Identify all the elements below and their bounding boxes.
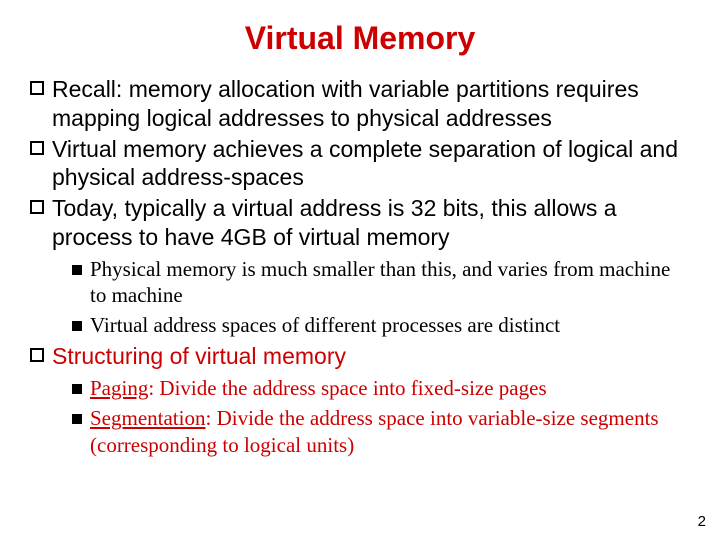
bullet-rest: : Divide the address space into fixed-si… [148, 376, 546, 400]
list-item: Structuring of virtual memory [30, 342, 690, 371]
hollow-square-icon [30, 141, 44, 160]
page-title: Virtual Memory [30, 20, 690, 57]
list-item: Today, typically a virtual address is 32… [30, 194, 690, 252]
solid-square-icon [72, 381, 82, 399]
main-bullet-list: Recall: memory allocation with variable … [30, 75, 690, 458]
underlined-term: Paging [90, 376, 148, 400]
page-number: 2 [698, 513, 706, 530]
bullet-text: Today, typically a virtual address is 32… [52, 194, 690, 252]
solid-square-icon [72, 262, 82, 280]
solid-square-icon [72, 318, 82, 336]
list-item: Segmentation: Divide the address space i… [72, 405, 690, 458]
list-item: Virtual memory achieves a complete separ… [30, 135, 690, 193]
sub-bullet-list: Physical memory is much smaller than thi… [30, 256, 690, 339]
hollow-square-icon [30, 200, 44, 219]
sub-bullet-list: Paging: Divide the address space into fi… [30, 375, 690, 458]
bullet-text: Virtual memory achieves a complete separ… [52, 135, 690, 193]
bullet-text: Structuring of virtual memory [52, 342, 346, 371]
list-item: Virtual address spaces of different proc… [72, 312, 690, 338]
hollow-square-icon [30, 81, 44, 100]
bullet-text: Paging: Divide the address space into fi… [90, 375, 547, 401]
bullet-text: Virtual address spaces of different proc… [90, 312, 560, 338]
solid-square-icon [72, 411, 82, 429]
bullet-text: Recall: memory allocation with variable … [52, 75, 690, 133]
list-item: Paging: Divide the address space into fi… [72, 375, 690, 401]
hollow-square-icon [30, 348, 44, 367]
bullet-text: Segmentation: Divide the address space i… [90, 405, 690, 458]
bullet-text: Physical memory is much smaller than thi… [90, 256, 690, 309]
list-item: Recall: memory allocation with variable … [30, 75, 690, 133]
underlined-term: Segmentation [90, 406, 205, 430]
list-item: Physical memory is much smaller than thi… [72, 256, 690, 309]
